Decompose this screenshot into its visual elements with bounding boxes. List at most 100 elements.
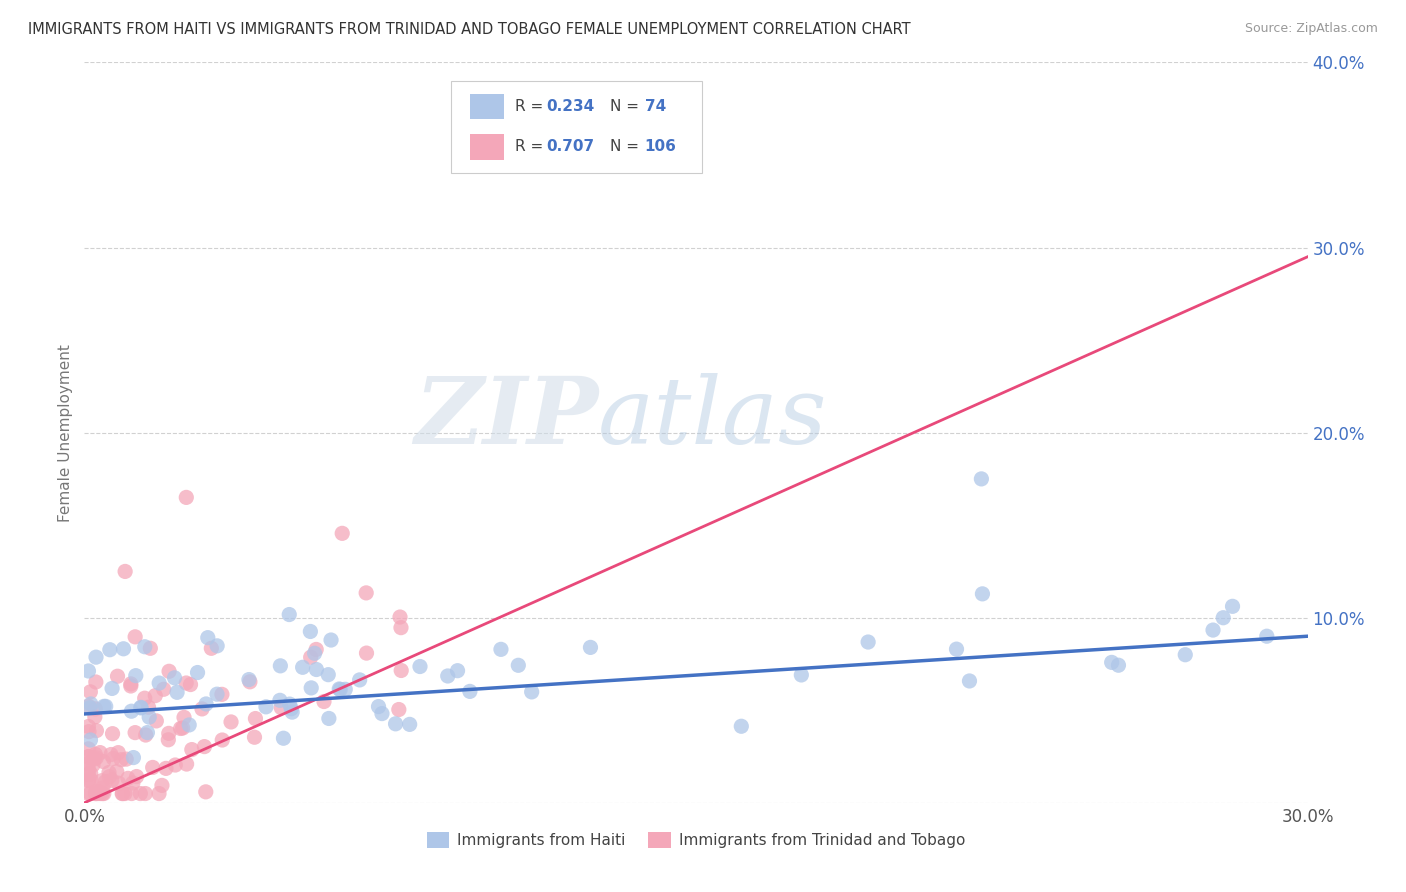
Point xyxy=(436,669,458,683)
Point xyxy=(180,677,202,691)
Point xyxy=(270,700,292,714)
Point xyxy=(77,756,100,771)
Point xyxy=(84,787,107,801)
Point xyxy=(134,787,156,801)
Point xyxy=(318,711,340,725)
Point xyxy=(398,717,420,731)
Point xyxy=(1101,656,1123,670)
Point xyxy=(1222,599,1244,614)
Point xyxy=(84,747,107,762)
Point xyxy=(299,681,322,695)
Point xyxy=(489,642,512,657)
Point xyxy=(354,586,377,600)
Point xyxy=(89,746,111,760)
Point xyxy=(335,682,357,697)
Point xyxy=(98,642,121,657)
Point xyxy=(120,704,142,718)
Point xyxy=(328,681,350,696)
Point xyxy=(349,673,371,687)
Point xyxy=(280,702,302,716)
Point xyxy=(77,664,100,678)
Point xyxy=(409,659,432,673)
Point xyxy=(281,705,304,719)
Point xyxy=(254,699,277,714)
Point xyxy=(142,760,165,774)
Point xyxy=(84,787,107,801)
Point xyxy=(245,712,267,726)
Text: Source: ZipAtlas.com: Source: ZipAtlas.com xyxy=(1244,22,1378,36)
Point xyxy=(1256,629,1278,643)
Point xyxy=(388,702,411,716)
Point xyxy=(77,749,100,764)
Point xyxy=(312,694,335,708)
Text: IMMIGRANTS FROM HAITI VS IMMIGRANTS FROM TRINIDAD AND TOBAGO FEMALE UNEMPLOYMENT: IMMIGRANTS FROM HAITI VS IMMIGRANTS FROM… xyxy=(28,22,911,37)
Point xyxy=(143,689,166,703)
Point xyxy=(77,749,100,764)
Point xyxy=(77,699,100,714)
Point xyxy=(129,700,152,714)
Point xyxy=(972,587,994,601)
Text: N =: N = xyxy=(610,139,644,154)
Point xyxy=(205,639,228,653)
Point xyxy=(98,770,121,784)
Point xyxy=(180,742,202,756)
Point xyxy=(152,682,174,697)
Point xyxy=(89,787,111,801)
Point xyxy=(356,646,378,660)
Point xyxy=(329,682,352,697)
Point xyxy=(77,762,100,776)
Point xyxy=(77,773,100,788)
Point xyxy=(384,716,406,731)
Point xyxy=(112,641,135,656)
Point xyxy=(193,739,215,754)
Point xyxy=(79,787,101,801)
Point xyxy=(367,699,389,714)
Text: 0.234: 0.234 xyxy=(547,99,595,113)
Point xyxy=(174,676,197,690)
Point xyxy=(77,767,100,781)
Point xyxy=(94,699,117,714)
Point xyxy=(197,631,219,645)
Text: R =: R = xyxy=(515,139,548,154)
Point xyxy=(138,710,160,724)
Point xyxy=(1202,623,1225,637)
Point xyxy=(101,773,124,788)
Point xyxy=(200,641,222,656)
Point xyxy=(103,751,125,765)
Point xyxy=(157,732,180,747)
Point xyxy=(945,642,967,657)
Point xyxy=(111,787,134,801)
Point xyxy=(169,722,191,736)
Point xyxy=(166,685,188,699)
Point xyxy=(87,785,110,799)
Point xyxy=(273,731,295,746)
Point xyxy=(82,758,104,772)
Point xyxy=(269,693,291,707)
Point xyxy=(93,755,115,769)
Point xyxy=(157,665,180,679)
Text: 74: 74 xyxy=(644,99,666,113)
Point xyxy=(191,702,214,716)
Point xyxy=(125,668,148,682)
Point xyxy=(90,773,112,788)
Point xyxy=(458,684,481,698)
Point xyxy=(129,787,152,801)
Point xyxy=(77,724,100,739)
Point xyxy=(330,526,353,541)
Point xyxy=(84,702,107,716)
Point xyxy=(124,630,146,644)
Point xyxy=(959,673,981,688)
Text: N =: N = xyxy=(610,99,644,113)
Point xyxy=(124,725,146,739)
Point xyxy=(305,642,328,657)
Point xyxy=(138,700,160,714)
Point xyxy=(219,714,242,729)
Point xyxy=(150,778,173,792)
Point xyxy=(243,730,266,744)
Point xyxy=(107,746,129,760)
Text: atlas: atlas xyxy=(598,373,828,463)
Point xyxy=(319,633,342,648)
Point xyxy=(83,752,105,766)
FancyBboxPatch shape xyxy=(470,94,503,120)
Point xyxy=(135,728,157,742)
